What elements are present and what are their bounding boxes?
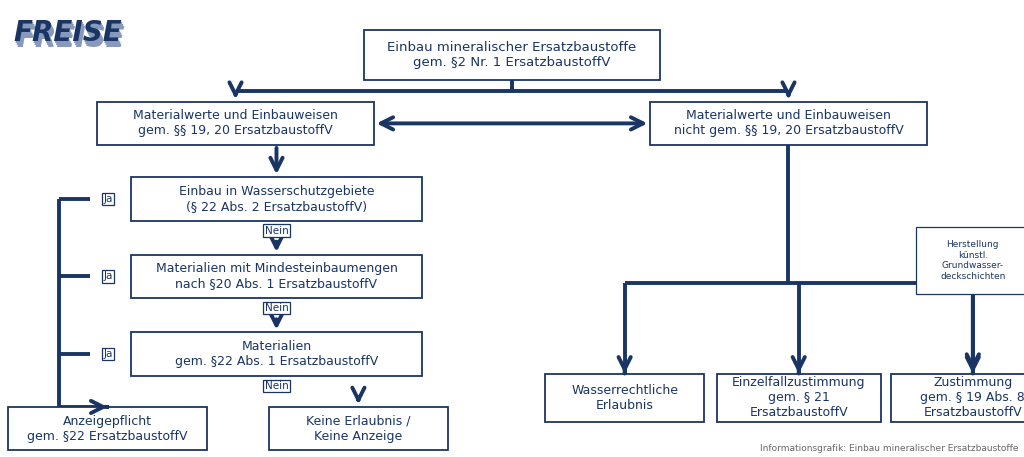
Text: Keine Erlaubnis /
Keine Anzeige: Keine Erlaubnis / Keine Anzeige [306, 414, 411, 443]
Bar [364, 30, 660, 80]
Text: Einzelfallzustimmung
gem. § 21
ErsatzbaustoffV: Einzelfallzustimmung gem. § 21 Ersatzbau… [732, 376, 865, 419]
Text: Materialien
gem. §22 Abs. 1 ErsatzbaustoffV: Materialien gem. §22 Abs. 1 Ersatzbausto… [175, 340, 378, 368]
Bar [97, 102, 374, 145]
Text: Ja: Ja [103, 349, 113, 359]
Bar [131, 177, 422, 221]
Text: Einbau in Wasserschutzgebiete
(§ 22 Abs. 2 ErsatzbaustoffV): Einbau in Wasserschutzgebiete (§ 22 Abs.… [179, 185, 374, 213]
Text: Informationsgrafik: Einbau mineralischer Ersatzbaustoffe: Informationsgrafik: Einbau mineralischer… [761, 444, 1019, 453]
Bar [268, 407, 447, 451]
Bar [131, 255, 422, 298]
Text: Herstellung
künstl.
Grundwasser-
deckschichten: Herstellung künstl. Grundwasser- decksch… [940, 240, 1006, 281]
Text: FREISE: FREISE [13, 19, 122, 47]
Text: Einbau mineralischer Ersatzbaustoffe
gem. §2 Nr. 1 ErsatzbaustoffV: Einbau mineralischer Ersatzbaustoffe gem… [387, 41, 637, 69]
Bar [916, 228, 1024, 294]
Bar [717, 374, 881, 421]
Bar [545, 374, 705, 421]
Text: Ja: Ja [103, 194, 113, 204]
Text: Ja: Ja [103, 271, 113, 282]
Text: Nein: Nein [264, 381, 289, 391]
Text: Anzeigepflicht
gem. §22 ErsatzbaustoffV: Anzeigepflicht gem. §22 ErsatzbaustoffV [28, 414, 187, 443]
Text: Nein: Nein [264, 226, 289, 235]
Text: FREISE: FREISE [14, 21, 123, 49]
Text: FREISE: FREISE [15, 23, 124, 51]
Text: Nein: Nein [264, 303, 289, 313]
Bar [131, 333, 422, 376]
Bar [650, 102, 927, 145]
Bar [891, 374, 1024, 421]
Text: Materialwerte und Einbauweisen
gem. §§ 19, 20 ErsatzbaustoffV: Materialwerte und Einbauweisen gem. §§ 1… [133, 109, 338, 138]
Bar [7, 407, 207, 451]
Text: Materialien mit Mindesteinbaumengen
nach §20 Abs. 1 ErsatzbaustoffV: Materialien mit Mindesteinbaumengen nach… [156, 262, 397, 291]
Text: Zustimmung
gem. § 19 Abs. 8
ErsatzbaustoffV: Zustimmung gem. § 19 Abs. 8 Ersatzbausto… [921, 376, 1024, 419]
Text: FREISE: FREISE [16, 25, 125, 53]
Text: Wasserrechtliche
Erlaubnis: Wasserrechtliche Erlaubnis [571, 383, 678, 412]
Text: Materialwerte und Einbauweisen
nicht gem. §§ 19, 20 ErsatzbaustoffV: Materialwerte und Einbauweisen nicht gem… [674, 109, 903, 138]
